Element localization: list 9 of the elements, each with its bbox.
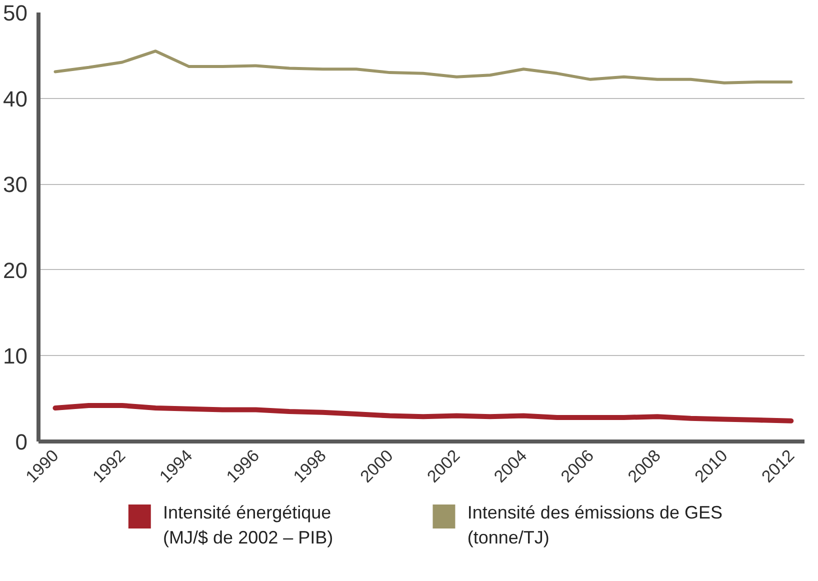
y-tick-label: 20 [3,258,28,283]
line-series [54,50,793,84]
y-tick-label: 40 [3,86,28,112]
legend-label: Intensité des émissions de GES (tonne/TJ) [467,502,723,548]
legend-label: Intensité énergétique (MJ/$ de 2002 – PIB) [163,502,334,548]
y-tick-label: 50 [3,0,28,26]
y-tick-label: 10 [3,344,28,369]
y-tick-label: 0 [15,430,28,454]
y-tick-label: 30 [3,172,28,198]
